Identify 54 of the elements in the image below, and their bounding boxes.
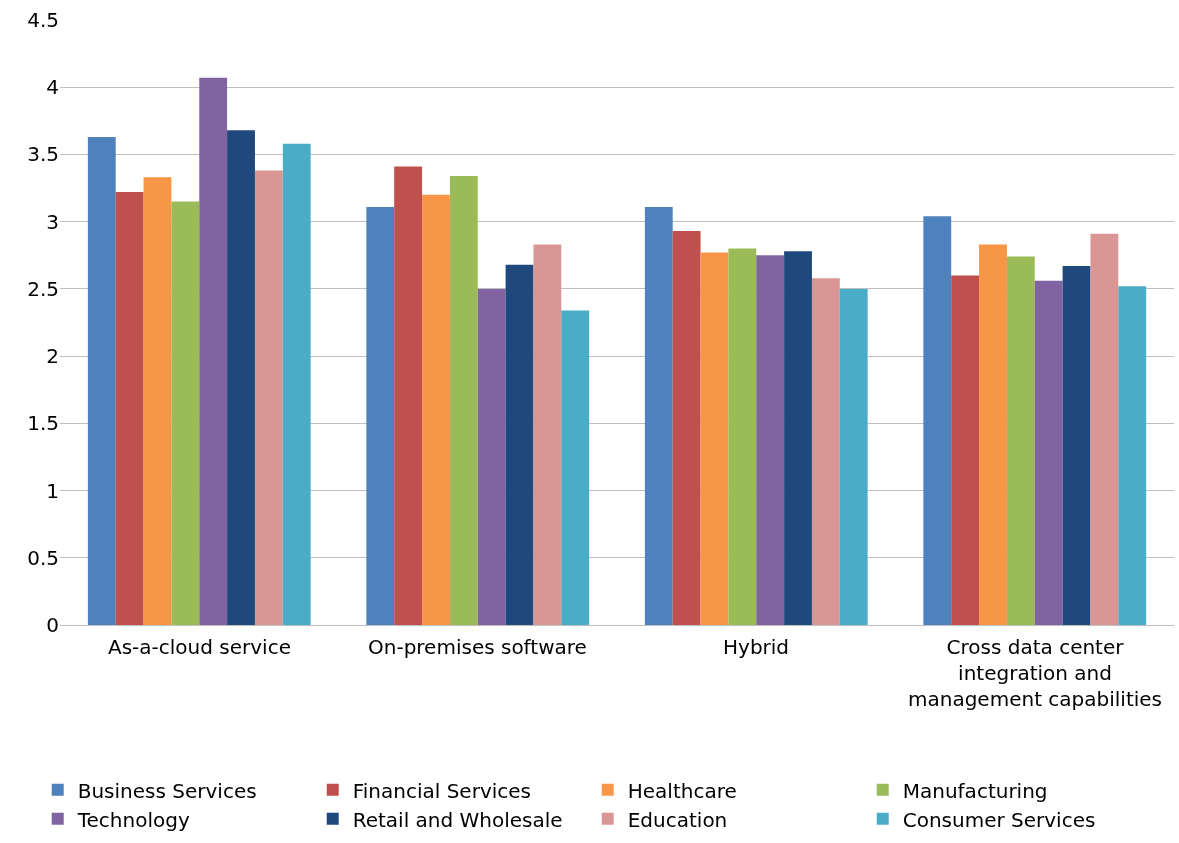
bar: [227, 130, 255, 625]
bar: [728, 248, 757, 625]
bar: [366, 206, 395, 625]
bar: [1118, 286, 1147, 625]
bar: [672, 231, 701, 625]
bar: [422, 194, 450, 625]
bar: [1062, 266, 1091, 625]
legend-label: Manufacturing: [902, 778, 1048, 803]
legend-label: Consumer Services: [902, 807, 1096, 832]
x-tick-label: On-premises software: [368, 635, 587, 659]
bar: [979, 244, 1007, 625]
bar: [561, 310, 590, 625]
bar: [477, 288, 506, 625]
bar: [1034, 280, 1063, 625]
bar: [254, 170, 283, 625]
y-tick-label: 0.5: [27, 545, 59, 570]
y-tick-label: 1.5: [27, 411, 59, 436]
y-tick-label: 2.5: [27, 276, 59, 301]
bar: [533, 244, 562, 625]
bar: [115, 192, 144, 625]
bar: [282, 143, 311, 625]
y-tick-label: 3.5: [27, 142, 59, 167]
legend-label: Healthcare: [627, 778, 737, 803]
bar: [839, 288, 868, 625]
bar: [1006, 256, 1035, 625]
bar: [143, 177, 172, 625]
legend-label: Education: [627, 807, 728, 832]
bar: [756, 255, 785, 625]
y-tick-label: 2: [46, 344, 59, 369]
bar: [923, 216, 952, 625]
x-tick-label: Cross data center integration and management capabilities: [908, 635, 1163, 711]
y-tick-label: 4: [46, 75, 59, 100]
legend-label: Retail and Wholesale: [352, 807, 563, 832]
legend-label: Technology: [76, 807, 190, 832]
y-tick-label: 4.5: [27, 8, 59, 32]
y-tick-label: 0: [46, 613, 59, 637]
bar: [644, 206, 673, 625]
bar: [951, 275, 980, 625]
bar: [449, 175, 478, 625]
legend-label: Business Services: [77, 778, 257, 803]
x-tick-label: As-a-cloud service: [108, 635, 291, 659]
bar: [87, 136, 116, 625]
x-tick-label: Hybrid: [723, 635, 790, 659]
bar: [505, 264, 534, 625]
y-tick-label: 1: [46, 478, 59, 503]
bar: [199, 77, 228, 625]
bar: [811, 278, 840, 625]
legend-label: Financial Services: [352, 778, 531, 803]
bar: [1090, 233, 1119, 625]
bar: [700, 252, 729, 625]
bar: [171, 201, 200, 625]
bar: [784, 251, 812, 625]
y-tick-label: 3: [46, 209, 59, 234]
bar: [394, 166, 423, 625]
